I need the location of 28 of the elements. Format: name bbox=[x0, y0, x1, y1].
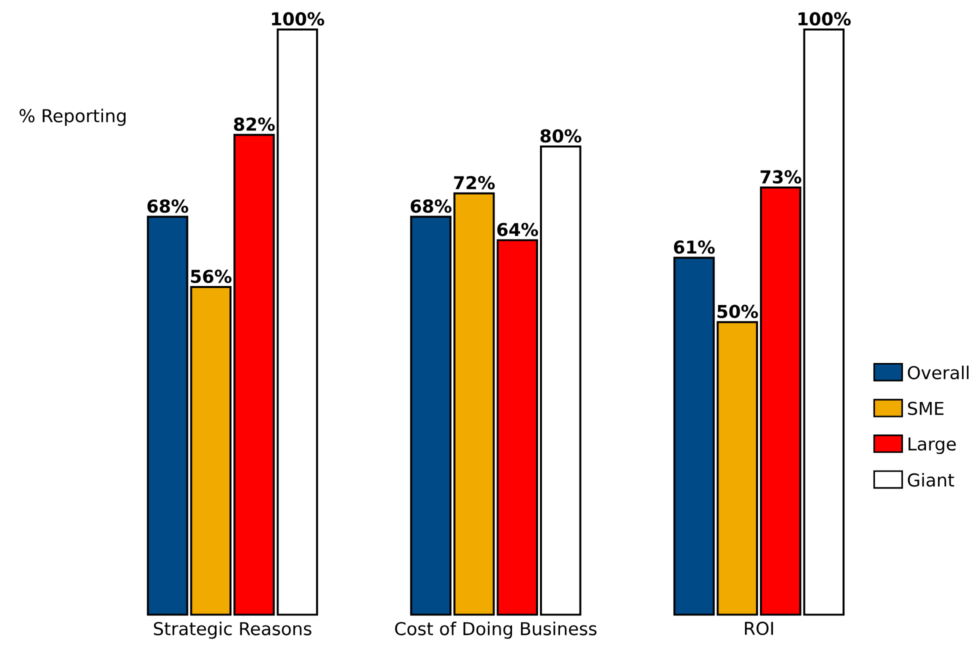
data-label: 68% bbox=[147, 199, 188, 213]
data-label: 82% bbox=[234, 117, 275, 131]
legend-label: SME bbox=[908, 402, 944, 416]
x-tick-label: Cost of Doing Business bbox=[395, 622, 596, 639]
data-label: 64% bbox=[497, 222, 538, 236]
data-label: 73% bbox=[760, 170, 802, 184]
bar bbox=[410, 216, 452, 616]
bar bbox=[453, 192, 495, 616]
data-label: 50% bbox=[718, 304, 758, 318]
data-label: 68% bbox=[410, 199, 452, 213]
bar bbox=[540, 146, 582, 616]
bar bbox=[146, 216, 188, 616]
data-label: 56% bbox=[191, 270, 232, 283]
bar bbox=[716, 321, 758, 616]
bar bbox=[673, 256, 715, 616]
y-axis-title: % Reporting bbox=[20, 108, 126, 126]
legend-label: Large bbox=[908, 437, 956, 454]
bar bbox=[496, 239, 538, 616]
data-label: 100% bbox=[798, 12, 851, 26]
data-label: 80% bbox=[540, 129, 582, 143]
data-label: 100% bbox=[272, 12, 324, 26]
data-label: 61% bbox=[674, 240, 715, 254]
legend-label: Giant bbox=[908, 472, 954, 487]
bar bbox=[190, 286, 232, 616]
x-tick-label: Strategic Reasons bbox=[154, 622, 312, 639]
data-label: 72% bbox=[454, 176, 495, 190]
legend-label: Overall bbox=[908, 366, 969, 380]
x-tick-label: ROI bbox=[744, 622, 773, 635]
